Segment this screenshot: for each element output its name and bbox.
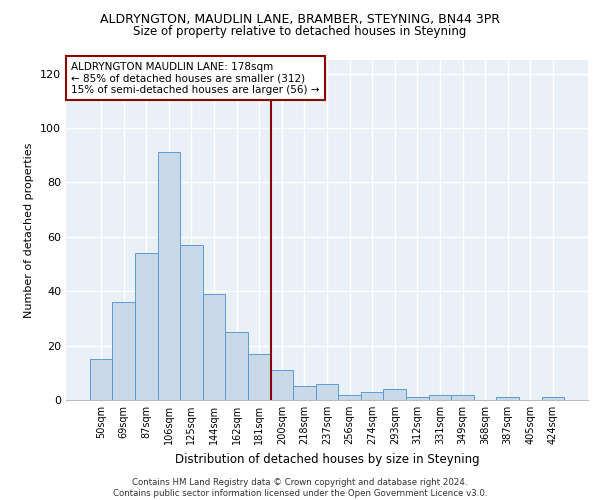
Bar: [203, 294, 226, 400]
Bar: [271, 370, 293, 400]
Bar: [180, 245, 203, 400]
Bar: [90, 359, 112, 400]
Bar: [451, 394, 474, 400]
Bar: [158, 152, 180, 400]
Bar: [428, 394, 451, 400]
Bar: [361, 392, 383, 400]
Bar: [112, 302, 135, 400]
Bar: [316, 384, 338, 400]
Bar: [248, 354, 271, 400]
Bar: [383, 389, 406, 400]
Text: ALDRYNGTON MAUDLIN LANE: 178sqm
← 85% of detached houses are smaller (312)
15% o: ALDRYNGTON MAUDLIN LANE: 178sqm ← 85% of…: [71, 62, 320, 95]
Text: ALDRYNGTON, MAUDLIN LANE, BRAMBER, STEYNING, BN44 3PR: ALDRYNGTON, MAUDLIN LANE, BRAMBER, STEYN…: [100, 12, 500, 26]
Bar: [135, 253, 158, 400]
X-axis label: Distribution of detached houses by size in Steyning: Distribution of detached houses by size …: [175, 452, 479, 466]
Bar: [496, 398, 519, 400]
Bar: [338, 394, 361, 400]
Bar: [226, 332, 248, 400]
Text: Size of property relative to detached houses in Steyning: Size of property relative to detached ho…: [133, 25, 467, 38]
Bar: [542, 398, 564, 400]
Bar: [406, 398, 428, 400]
Y-axis label: Number of detached properties: Number of detached properties: [25, 142, 34, 318]
Bar: [293, 386, 316, 400]
Text: Contains HM Land Registry data © Crown copyright and database right 2024.
Contai: Contains HM Land Registry data © Crown c…: [113, 478, 487, 498]
